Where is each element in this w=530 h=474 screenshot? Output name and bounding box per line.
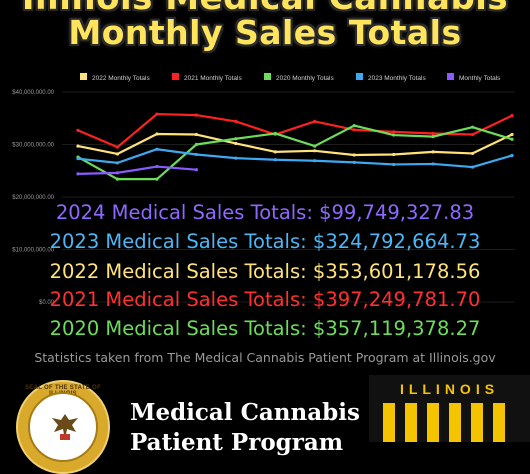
data-point <box>510 114 514 118</box>
data-point <box>194 152 198 157</box>
data-point <box>352 153 356 157</box>
y-tick-label: $20,000,000.00 <box>12 195 54 201</box>
legend-swatch <box>80 73 87 80</box>
data-point <box>510 132 514 137</box>
data-point <box>313 144 317 148</box>
data-point <box>234 156 238 160</box>
data-point <box>115 171 120 175</box>
data-point <box>76 144 80 148</box>
data-point <box>115 152 120 156</box>
y-tick-label: $30,000,000.00 <box>12 143 54 149</box>
data-point <box>115 145 120 149</box>
data-point <box>76 128 80 132</box>
page-title-line2: Monthly Sales Totals <box>68 13 462 52</box>
data-point <box>431 135 435 139</box>
data-point <box>510 137 514 141</box>
data-point <box>194 168 198 172</box>
legend-label: Monthly Totals <box>459 75 501 82</box>
series-line <box>77 124 513 181</box>
y-tick-label: $0.00 <box>39 300 55 306</box>
data-point <box>155 147 159 151</box>
data-point <box>194 113 198 117</box>
data-point <box>510 153 514 158</box>
data-point <box>194 142 198 147</box>
data-point <box>234 137 238 141</box>
data-point <box>155 177 159 181</box>
y-tick-label: $10,000,000.00 <box>12 248 54 254</box>
total-2020: 2020 Medical Sales Totals: $357,119,378.… <box>49 317 481 340</box>
data-point <box>470 125 475 129</box>
data-point <box>431 162 435 166</box>
data-point <box>76 157 80 161</box>
total-2023: 2023 Medical Sales Totals: $324,792,664.… <box>49 230 481 253</box>
data-point <box>352 128 356 132</box>
data-point <box>470 165 475 169</box>
legend-swatch <box>447 73 454 80</box>
program-line2: Patient Program <box>130 429 344 456</box>
data-point <box>313 159 317 163</box>
data-point <box>392 162 396 167</box>
eagle-icon <box>52 414 78 440</box>
y-tick-label: $40,000,000.00 <box>12 90 54 96</box>
seal-center <box>28 392 98 462</box>
logo-word: ILLINOIS <box>399 381 500 397</box>
data-point <box>194 132 198 137</box>
data-point <box>392 133 396 137</box>
data-point <box>392 130 396 134</box>
legend-label: 2022 Monthly Totals <box>92 75 150 82</box>
total-2021: 2021 Medical Sales Totals: $397,249,781.… <box>49 288 481 311</box>
data-point <box>155 132 159 136</box>
program-name: Medical Cannabis Patient Program <box>130 398 360 458</box>
data-point <box>155 112 159 116</box>
legend-swatch <box>264 73 271 80</box>
legend-swatch <box>172 73 179 80</box>
data-point <box>313 119 317 123</box>
data-point <box>392 152 396 157</box>
series-line <box>77 165 197 175</box>
data-point <box>234 141 238 146</box>
data-point <box>234 119 238 123</box>
data-point <box>431 131 435 136</box>
data-point <box>273 158 277 162</box>
data-point <box>352 124 356 128</box>
series-line <box>77 132 513 157</box>
data-point <box>352 160 356 164</box>
data-point <box>273 150 277 154</box>
data-point <box>431 150 435 154</box>
page-title-line1: Illinois Medical Cannabis <box>0 0 530 18</box>
logo-graphic <box>383 403 505 442</box>
legend-label: 2023 Monthly Totals <box>368 75 426 82</box>
illinois-logo: ILLINOIS <box>369 375 530 442</box>
total-2022: 2022 Medical Sales Totals: $353,601,178.… <box>49 260 481 283</box>
data-point <box>273 131 277 136</box>
data-point <box>115 177 120 181</box>
series-line <box>77 148 513 169</box>
series-line <box>77 112 513 149</box>
data-point <box>470 132 475 137</box>
total-2024: 2024 Medical Sales Totals: $99,749,327.8… <box>55 201 475 224</box>
legend-swatch <box>356 73 363 80</box>
line-chart: $0.00 $10,000,000.00 $20,000,000.00 $30,000… <box>12 73 515 306</box>
data-point <box>76 172 80 176</box>
data-point <box>115 161 120 165</box>
legend-label: 2020 Monthly Totals <box>276 75 334 82</box>
data-point <box>470 151 475 156</box>
program-line1: Medical Cannabis <box>130 399 360 426</box>
source-note: Statistics taken from The Medical Cannab… <box>34 350 496 365</box>
data-point <box>313 149 317 153</box>
state-seal-logo: SEAL OF THE STATE OF ILLINOIS <box>16 380 110 474</box>
data-point <box>155 164 159 169</box>
legend-label: 2021 Monthly Totals <box>184 75 242 82</box>
